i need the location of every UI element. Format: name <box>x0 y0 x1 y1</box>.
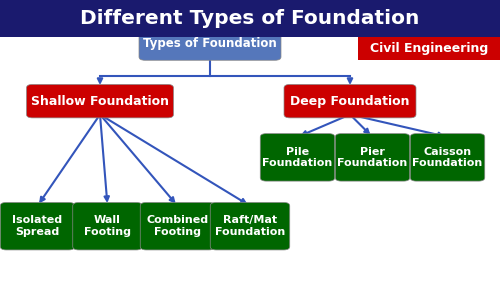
FancyBboxPatch shape <box>26 84 174 118</box>
FancyBboxPatch shape <box>0 0 500 37</box>
Text: Combined
Footing: Combined Footing <box>146 216 208 237</box>
Text: Deep Foundation: Deep Foundation <box>290 95 410 108</box>
FancyBboxPatch shape <box>0 202 75 250</box>
FancyBboxPatch shape <box>260 134 335 181</box>
FancyBboxPatch shape <box>139 27 281 60</box>
FancyBboxPatch shape <box>73 202 142 250</box>
Text: Types of Foundation: Types of Foundation <box>143 37 277 50</box>
FancyBboxPatch shape <box>210 202 290 250</box>
Text: Isolated
Spread: Isolated Spread <box>12 216 62 237</box>
Text: Pier
Foundation: Pier Foundation <box>338 147 407 168</box>
Text: Wall
Footing: Wall Footing <box>84 216 131 237</box>
Text: Civil Engineering: Civil Engineering <box>370 42 488 55</box>
Text: Different Types of Foundation: Different Types of Foundation <box>80 9 419 28</box>
FancyBboxPatch shape <box>335 134 410 181</box>
FancyBboxPatch shape <box>410 134 485 181</box>
FancyBboxPatch shape <box>284 84 416 118</box>
Text: Raft/Mat
Foundation: Raft/Mat Foundation <box>215 216 285 237</box>
FancyBboxPatch shape <box>140 202 215 250</box>
Text: Shallow Foundation: Shallow Foundation <box>31 95 169 108</box>
Text: Caisson
Foundation: Caisson Foundation <box>412 147 482 168</box>
Text: Pile
Foundation: Pile Foundation <box>262 147 332 168</box>
FancyBboxPatch shape <box>358 37 500 60</box>
